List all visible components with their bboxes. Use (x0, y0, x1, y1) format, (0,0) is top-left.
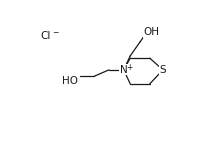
Text: OH: OH (143, 27, 160, 37)
Text: HO: HO (62, 76, 78, 86)
Text: S: S (160, 65, 166, 75)
Text: N: N (120, 65, 127, 75)
Text: −: − (52, 29, 58, 37)
Text: +: + (126, 63, 132, 72)
Text: Cl: Cl (40, 31, 51, 41)
